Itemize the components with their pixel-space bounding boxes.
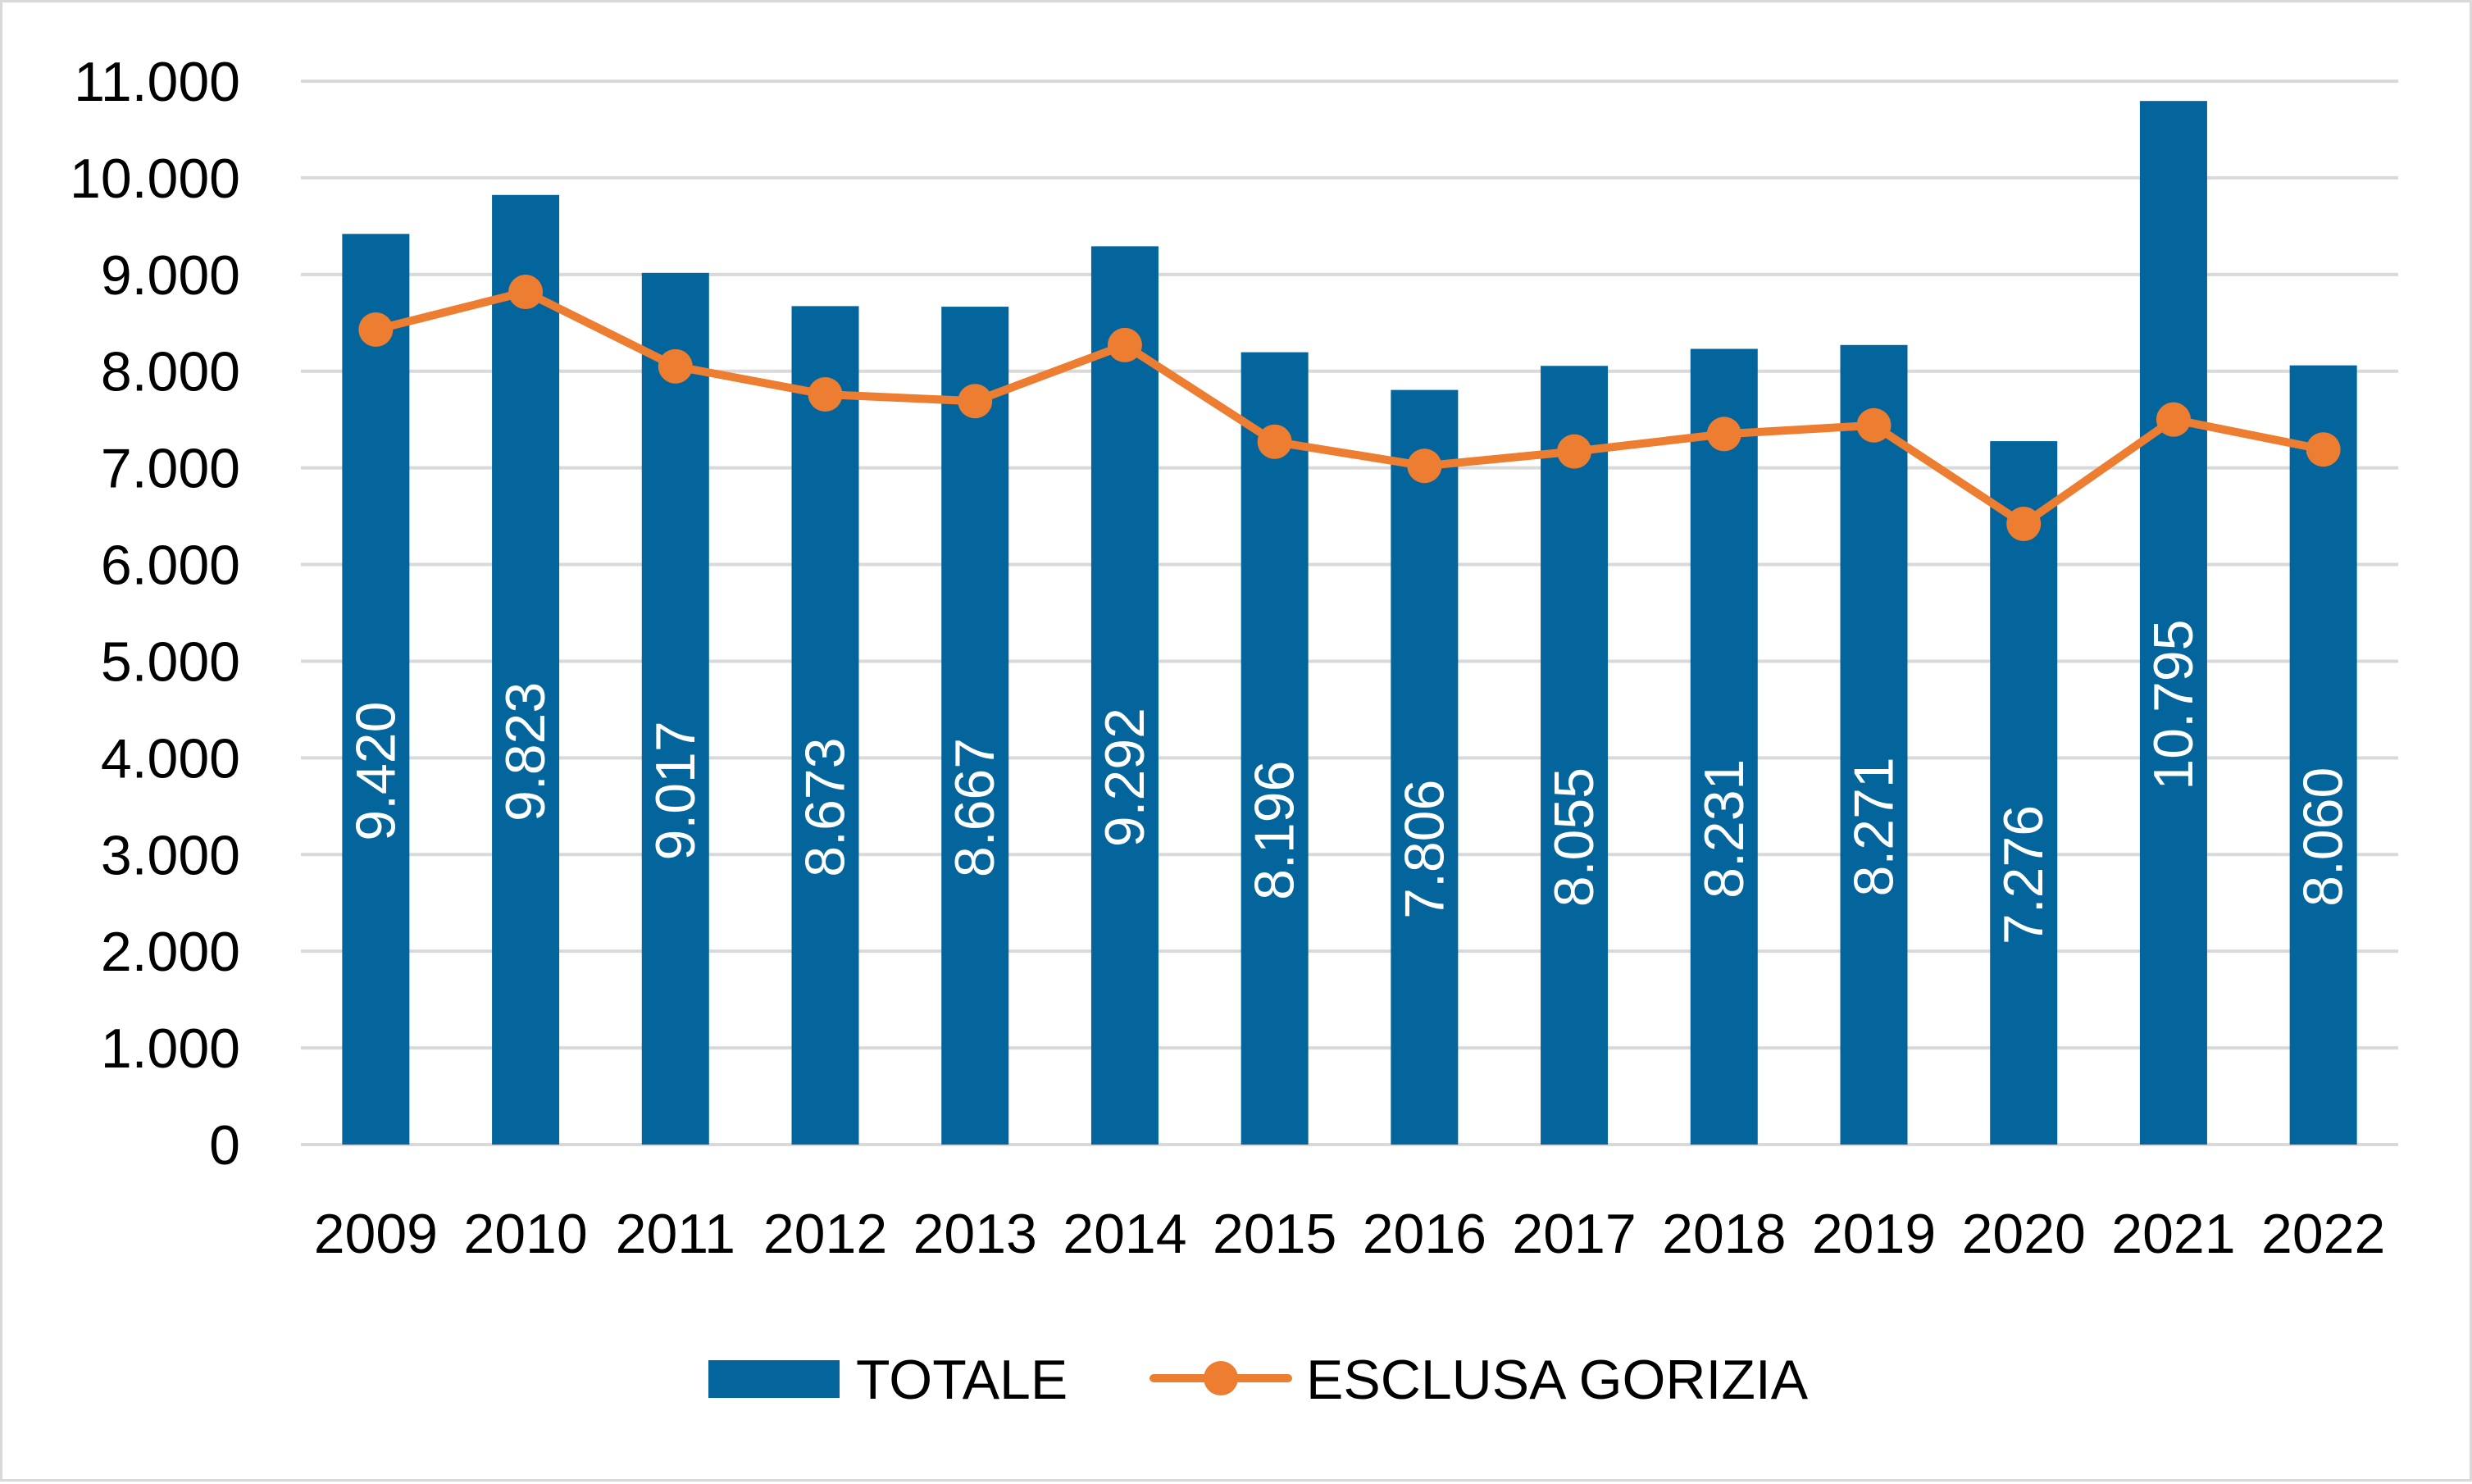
y-tick-label: 0 <box>209 1114 240 1177</box>
point-esclusa-gorizia-2011 <box>658 348 693 384</box>
y-tick-label: 10.000 <box>70 148 240 210</box>
point-esclusa-gorizia-2015 <box>1257 424 1292 459</box>
y-tick-label: 5.000 <box>101 630 240 693</box>
data-label-totale-2018: 8.231 <box>1693 759 1755 899</box>
point-esclusa-gorizia-2010 <box>508 275 544 310</box>
x-tick-label-2018: 2018 <box>1662 1203 1786 1265</box>
point-esclusa-gorizia-2019 <box>1856 407 1892 443</box>
data-label-totale-2015: 8.196 <box>1244 761 1306 900</box>
x-tick-label-2009: 2009 <box>314 1203 438 1265</box>
point-esclusa-gorizia-2017 <box>1557 434 1592 469</box>
point-esclusa-gorizia-2014 <box>1107 327 1142 362</box>
data-label-totale-2016: 7.806 <box>1393 780 1455 919</box>
y-axis-ticks: 0 1.000 2.000 3.000 4.000 5.000 6.000 7.000 8.00… <box>70 51 240 1177</box>
x-tick-label-2016: 2016 <box>1363 1203 1486 1265</box>
data-label-totale-2013: 8.667 <box>944 738 1006 877</box>
bar-totale-2017 <box>1541 366 1609 1145</box>
point-esclusa-gorizia-2022 <box>2306 432 2341 467</box>
bar-data-labels: 9.420 9.823 9.017 8.673 8.667 9.292 8.196 7.806… <box>344 620 2354 945</box>
data-label-totale-2014: 9.292 <box>1094 708 1156 847</box>
data-label-totale-2009: 9.420 <box>344 702 407 841</box>
legend-label-totale: TOTALE <box>856 1349 1068 1411</box>
legend-label-esclusa-gorizia: ESCLUSA GORIZIA <box>1306 1349 1809 1411</box>
data-label-totale-2019: 8.271 <box>1843 757 1905 896</box>
x-tick-label-2017: 2017 <box>1512 1203 1636 1265</box>
x-tick-label-2021: 2021 <box>2111 1203 2235 1265</box>
bar-totale-2018 <box>1690 348 1758 1145</box>
point-esclusa-gorizia-2016 <box>1407 448 1442 484</box>
data-label-totale-2011: 9.017 <box>644 721 707 860</box>
data-label-totale-2020: 7.276 <box>1992 805 2055 945</box>
bar-totale-2009 <box>342 234 410 1145</box>
y-tick-label: 8.000 <box>101 341 240 403</box>
y-tick-label: 3.000 <box>101 824 240 886</box>
point-esclusa-gorizia-2018 <box>1706 417 1741 452</box>
y-tick-label: 6.000 <box>101 535 240 597</box>
point-esclusa-gorizia-2009 <box>358 312 394 348</box>
bar-totale-2011 <box>641 272 709 1145</box>
line-series <box>358 275 2341 542</box>
point-esclusa-gorizia-2013 <box>958 384 993 419</box>
data-label-totale-2012: 8.673 <box>794 738 857 877</box>
bar-totale-2014 <box>1090 246 1159 1145</box>
point-esclusa-gorizia-2020 <box>2006 507 2042 542</box>
x-tick-label-2010: 2010 <box>463 1203 587 1265</box>
y-tick-label: 1.000 <box>101 1017 240 1080</box>
x-tick-label-2022: 2022 <box>2261 1203 2385 1265</box>
x-tick-label-2011: 2011 <box>616 1203 735 1265</box>
legend-swatch-totale <box>708 1360 840 1398</box>
data-label-totale-2022: 8.060 <box>2292 767 2355 907</box>
data-label-totale-2010: 9.823 <box>494 682 557 822</box>
y-tick-label: 9.000 <box>101 244 240 307</box>
bar-totale-2012 <box>791 306 859 1145</box>
y-tick-label: 4.000 <box>101 727 240 790</box>
x-tick-label-2014: 2014 <box>1063 1203 1186 1265</box>
x-tick-label-2020: 2020 <box>1962 1203 2086 1265</box>
x-tick-label-2013: 2013 <box>913 1203 1037 1265</box>
y-tick-label: 2.000 <box>101 921 240 983</box>
bar-totale-2020 <box>1990 441 2058 1145</box>
grid-layer <box>301 80 2398 1146</box>
x-tick-label-2015: 2015 <box>1213 1203 1336 1265</box>
y-tick-label: 7.000 <box>101 438 240 500</box>
legend: TOTALE ESCLUSA GORIZIA <box>708 1349 1809 1411</box>
data-label-totale-2017: 8.055 <box>1543 767 1605 907</box>
bar-totale-2015 <box>1241 352 1309 1145</box>
y-tick-label: 11.000 <box>74 51 240 113</box>
legend-swatch-esclusa-gorizia-marker <box>1204 1361 1238 1395</box>
bar-totale-2010 <box>492 194 560 1145</box>
point-esclusa-gorizia-2021 <box>2156 402 2191 437</box>
bar-series <box>342 101 2357 1145</box>
bar-totale-2022 <box>2289 365 2357 1145</box>
bar-totale-2016 <box>1391 389 1459 1145</box>
bar-totale-2021 <box>2139 101 2207 1145</box>
data-label-totale-2021: 10.795 <box>2142 620 2205 790</box>
bar-totale-2019 <box>1840 344 1908 1145</box>
x-tick-label-2019: 2019 <box>1812 1203 1936 1265</box>
x-axis-ticks: 2009 2010 2011 2012 2013 2014 2015 2016 2017 2018… <box>314 1203 2386 1265</box>
bar-totale-2013 <box>941 307 1009 1145</box>
point-esclusa-gorizia-2012 <box>808 377 843 412</box>
x-tick-label-2012: 2012 <box>763 1203 887 1265</box>
line-esclusa-gorizia <box>371 288 2328 529</box>
